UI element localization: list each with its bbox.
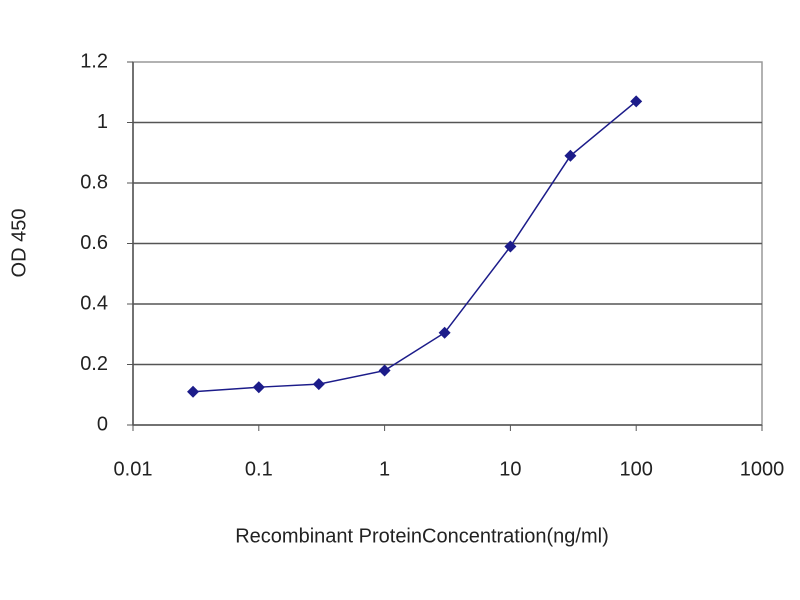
point bbox=[378, 364, 391, 377]
y-tick-label: 0.6 bbox=[80, 232, 108, 254]
point bbox=[252, 381, 265, 394]
x-tick-label: 1 bbox=[379, 458, 390, 480]
point bbox=[312, 378, 325, 391]
point bbox=[187, 385, 200, 398]
point bbox=[438, 326, 451, 339]
point bbox=[504, 240, 517, 253]
y-tick-label: 0.4 bbox=[80, 292, 108, 314]
y-tick-label: 1.2 bbox=[80, 50, 108, 72]
y-tick-label: 1 bbox=[97, 111, 108, 133]
y-tick-label: 0.8 bbox=[80, 171, 108, 193]
line bbox=[192, 100, 637, 393]
y-tick-label: 0.2 bbox=[80, 353, 108, 375]
y-axis-label: OD 450 bbox=[8, 209, 30, 278]
x-tick-label: 0.01 bbox=[114, 458, 153, 480]
x-tick-label: 100 bbox=[620, 458, 653, 480]
point bbox=[564, 149, 577, 162]
y-tick-label: 0 bbox=[97, 413, 108, 435]
x-axis-label: Recombinant ProteinConcentration(ng/ml) bbox=[235, 525, 609, 547]
point bbox=[630, 95, 643, 108]
x-tick-label: 1000 bbox=[740, 458, 785, 480]
x-tick-label: 0.1 bbox=[245, 458, 273, 480]
x-tick-label: 10 bbox=[499, 458, 521, 480]
